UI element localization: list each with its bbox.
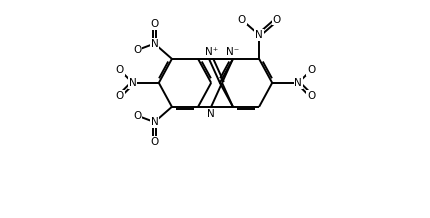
Text: N⁻: N⁻ xyxy=(226,47,239,57)
Text: O: O xyxy=(307,91,315,101)
Text: N: N xyxy=(150,39,158,49)
Text: O: O xyxy=(237,15,245,25)
Text: O: O xyxy=(115,65,123,75)
Text: O: O xyxy=(272,15,280,25)
Text: O: O xyxy=(150,19,158,29)
Text: N: N xyxy=(207,109,215,119)
Text: O: O xyxy=(115,91,123,101)
Text: N: N xyxy=(294,78,301,88)
Text: O: O xyxy=(307,65,315,75)
Text: N: N xyxy=(129,78,136,88)
Text: O: O xyxy=(132,111,141,121)
Text: N: N xyxy=(255,30,262,40)
Text: N: N xyxy=(150,117,158,127)
Text: O: O xyxy=(132,45,141,55)
Text: O: O xyxy=(150,137,158,147)
Text: N⁺: N⁺ xyxy=(204,47,217,57)
